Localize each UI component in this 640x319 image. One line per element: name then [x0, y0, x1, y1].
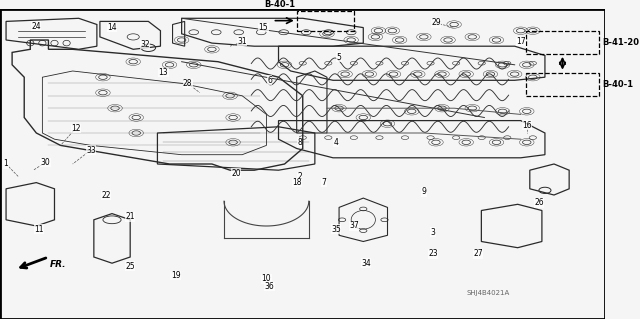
Text: 22: 22	[101, 190, 111, 199]
Text: B-41-20: B-41-20	[602, 38, 639, 47]
Text: 15: 15	[259, 23, 268, 32]
Text: 11: 11	[35, 225, 44, 234]
Text: SHJ4B4021A: SHJ4B4021A	[466, 290, 509, 296]
Text: 37: 37	[349, 221, 359, 231]
Text: 30: 30	[40, 158, 51, 167]
Text: 29: 29	[431, 19, 441, 27]
Text: 20: 20	[231, 169, 241, 178]
Text: 23: 23	[428, 249, 438, 258]
Text: 4: 4	[333, 138, 339, 147]
Text: 14: 14	[108, 23, 117, 32]
Bar	[297, 11, 354, 31]
Text: 6: 6	[267, 76, 272, 85]
Text: 33: 33	[86, 145, 96, 154]
Text: 35: 35	[331, 225, 341, 234]
Text: 25: 25	[125, 262, 135, 271]
Text: 28: 28	[183, 79, 193, 88]
Text: B-40-1: B-40-1	[264, 0, 296, 9]
Text: 16: 16	[522, 121, 532, 130]
Text: 1: 1	[4, 160, 8, 168]
Text: 2: 2	[298, 172, 302, 181]
Text: 10: 10	[262, 274, 271, 283]
Text: 34: 34	[362, 259, 371, 268]
Text: 5: 5	[337, 53, 342, 62]
Text: 32: 32	[141, 40, 150, 49]
Text: 24: 24	[31, 22, 41, 31]
Text: FR.: FR.	[50, 260, 66, 269]
Text: B-40-1: B-40-1	[602, 80, 634, 89]
Text: 3: 3	[431, 228, 435, 237]
Text: 31: 31	[237, 37, 247, 46]
Text: 13: 13	[159, 68, 168, 77]
Text: 18: 18	[292, 178, 301, 187]
Bar	[525, 72, 600, 96]
Text: 8: 8	[298, 138, 302, 147]
Text: 7: 7	[321, 178, 326, 187]
Text: 21: 21	[125, 212, 135, 221]
Text: 26: 26	[534, 198, 544, 207]
Text: 17: 17	[516, 37, 525, 46]
Text: 27: 27	[474, 249, 483, 258]
Text: 9: 9	[421, 187, 426, 197]
Text: 12: 12	[71, 124, 81, 133]
Text: 19: 19	[171, 271, 180, 280]
Text: 36: 36	[264, 282, 275, 291]
Bar	[525, 31, 600, 54]
